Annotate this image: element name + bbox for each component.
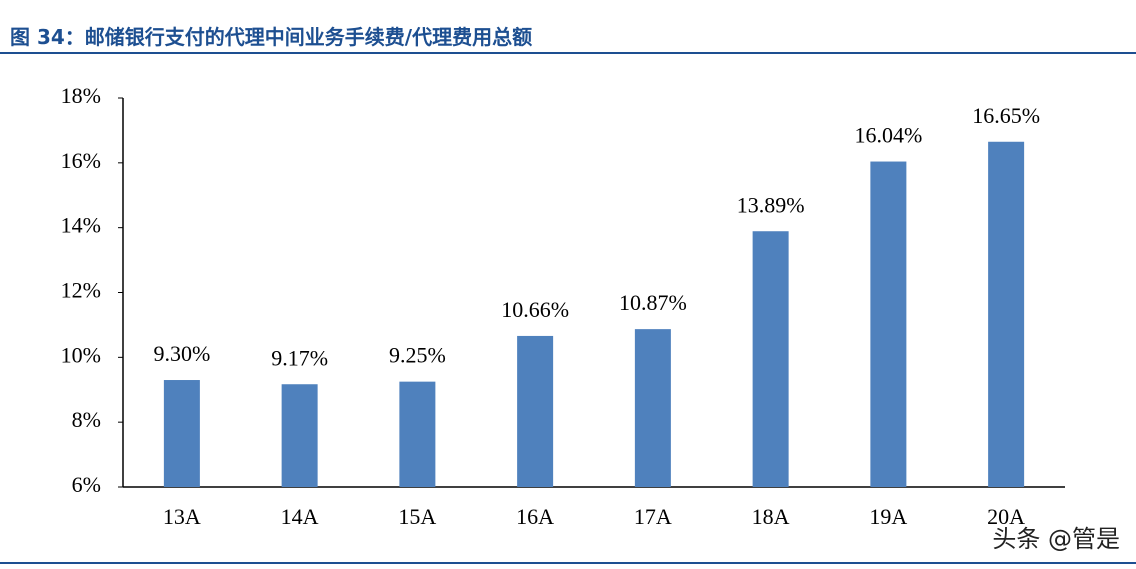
value-label: 16.65% — [972, 103, 1040, 128]
value-label: 16.04% — [854, 123, 922, 148]
bar — [752, 231, 789, 487]
y-tick-label: 16% — [61, 148, 101, 173]
value-label: 10.66% — [501, 297, 569, 322]
bar — [634, 329, 671, 487]
value-label: 9.17% — [271, 345, 328, 370]
bar — [281, 384, 318, 487]
value-label: 13.89% — [737, 192, 805, 217]
x-tick-label: 17A — [634, 504, 672, 529]
y-tick-label: 12% — [61, 278, 101, 303]
bar — [163, 380, 200, 487]
bar — [870, 161, 907, 487]
y-tick-label: 18% — [61, 83, 101, 108]
x-tick-label: 20A — [987, 504, 1025, 529]
x-tick-label: 15A — [398, 504, 436, 529]
bar — [988, 141, 1025, 487]
y-tick-label: 8% — [72, 407, 101, 432]
chart-title: 图 34：邮储银行支付的代理中间业务手续费/代理费用总额 — [10, 25, 532, 49]
bar — [399, 381, 436, 487]
bar — [517, 335, 554, 487]
value-label: 9.30% — [153, 341, 210, 366]
y-tick-label: 14% — [61, 213, 101, 238]
y-tick-label: 6% — [72, 472, 101, 497]
y-tick-label: 10% — [61, 342, 101, 367]
x-tick-label: 16A — [516, 504, 554, 529]
x-tick-label: 19A — [869, 504, 907, 529]
x-tick-label: 13A — [163, 504, 201, 529]
value-label: 10.87% — [619, 290, 687, 315]
x-tick-label: 14A — [281, 504, 319, 529]
x-tick-label: 18A — [752, 504, 790, 529]
watermark: 头条 @管是 — [992, 525, 1120, 553]
value-label: 9.25% — [389, 343, 446, 368]
